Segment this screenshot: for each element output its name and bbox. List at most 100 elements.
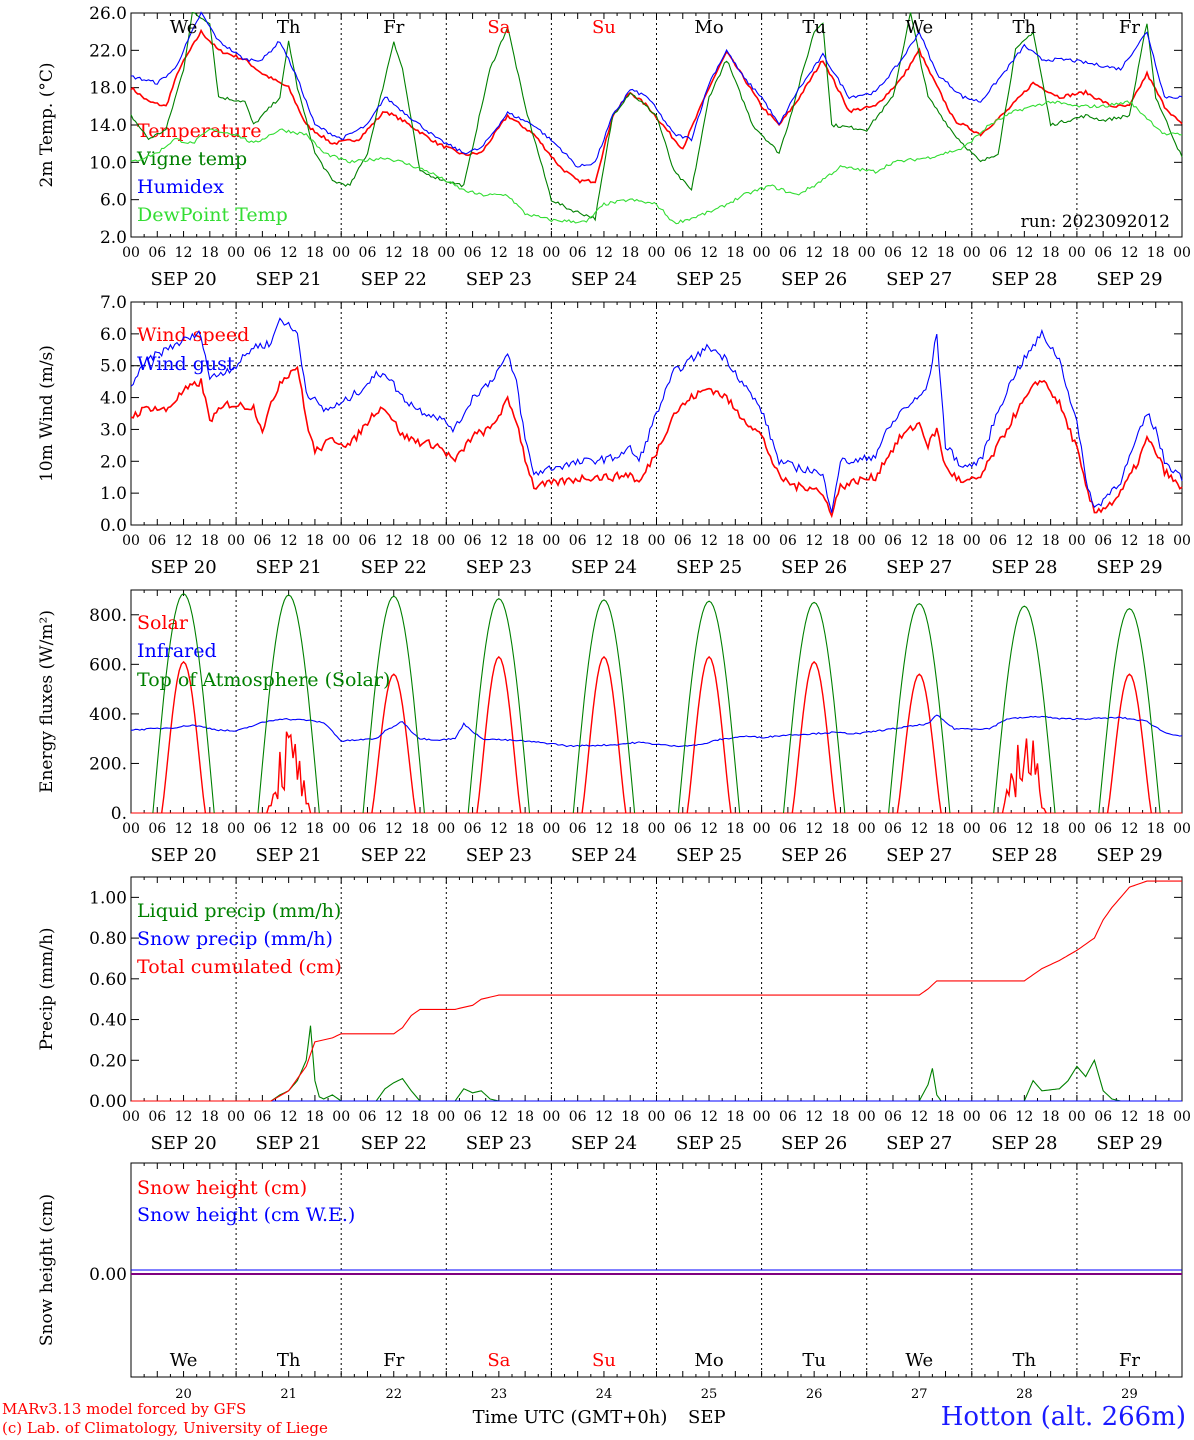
hour-tick-label: 12 [1015, 245, 1033, 261]
hour-tick-label: 12 [280, 245, 298, 261]
date-label: SEP 26 [781, 557, 847, 578]
legend-entry: Top of Atmosphere (Solar) [137, 669, 390, 691]
y-tick-label: 200. [89, 754, 127, 774]
hour-tick-label: 18 [1147, 821, 1165, 837]
date-label: SEP 23 [466, 1133, 532, 1154]
hour-tick-label: 18 [201, 1109, 219, 1125]
hour-tick-label: 12 [1121, 1109, 1139, 1125]
y-tick-label: 400. [89, 705, 127, 725]
weekday-label: Tu [802, 1350, 826, 1371]
hour-tick-label: 00 [858, 1109, 876, 1125]
date-label: SEP 22 [361, 557, 427, 578]
date-label: SEP 25 [676, 269, 742, 290]
hour-tick-label: 18 [937, 821, 955, 837]
hour-tick-label: 00 [963, 821, 981, 837]
hour-tick-label: 18 [201, 245, 219, 261]
hour-tick-label: 06 [674, 821, 692, 837]
legend-entry: Infrared [137, 640, 217, 662]
y-tick-label: 6.0 [100, 191, 127, 211]
y-tick-label: 18.0 [89, 79, 127, 99]
hour-tick-label: 06 [359, 533, 377, 549]
hour-tick-label: 06 [884, 245, 902, 261]
hour-tick-label: 18 [201, 533, 219, 549]
hour-tick-label: 12 [490, 245, 508, 261]
hour-tick-label: 06 [569, 533, 587, 549]
date-label: SEP 26 [781, 1133, 847, 1154]
date-label: SEP 21 [256, 1133, 322, 1154]
hour-tick-label: 12 [1015, 533, 1033, 549]
series-line [130, 317, 1183, 513]
weekday-label: Th [277, 17, 301, 38]
hour-tick-label: 18 [411, 245, 429, 261]
hour-tick-label: 00 [963, 245, 981, 261]
hour-tick-label: 06 [1094, 533, 1112, 549]
date-label: SEP 22 [361, 1133, 427, 1154]
y-tick-label: 0.60 [89, 970, 127, 990]
hour-tick-label: 12 [280, 1109, 298, 1125]
date-label: SEP 26 [781, 269, 847, 290]
hour-tick-label: 00 [1173, 533, 1191, 549]
date-label: SEP 24 [571, 269, 637, 290]
hour-tick-label: 18 [937, 245, 955, 261]
toa-solar-line [152, 593, 1161, 814]
legend-entry: Temperature [137, 120, 261, 142]
hour-tick-label: 18 [621, 533, 639, 549]
hour-tick-label: 00 [1068, 821, 1086, 837]
weekday-label: Su [592, 1350, 616, 1371]
series-line [130, 11, 1183, 222]
y-axis-label: 2m Temp. (°C) [37, 62, 57, 187]
hour-tick-label: 18 [621, 821, 639, 837]
y-tick-label: 0.40 [89, 1011, 127, 1031]
hour-tick-label: 00 [542, 1109, 560, 1125]
date-label: SEP 29 [1096, 845, 1162, 866]
hour-tick-label: 12 [385, 1109, 403, 1125]
y-tick-label: 3.0 [100, 420, 127, 440]
hour-tick-label: 12 [175, 533, 193, 549]
hour-tick-label: 00 [437, 821, 455, 837]
hour-tick-label: 12 [700, 533, 718, 549]
weekday-label: We [170, 17, 198, 38]
y-axis-label: Snow height (cm) [37, 1194, 57, 1346]
hour-tick-label: 06 [779, 245, 797, 261]
hour-tick-label: 12 [280, 533, 298, 549]
hour-tick-label: 00 [332, 533, 350, 549]
date-number-label: 24 [596, 1387, 613, 1402]
date-label: SEP 21 [256, 269, 322, 290]
hour-tick-label: 18 [1042, 1109, 1060, 1125]
date-label: SEP 24 [571, 557, 637, 578]
hour-tick-label: 12 [490, 533, 508, 549]
date-label: SEP 29 [1096, 1133, 1162, 1154]
hour-tick-label: 12 [1121, 533, 1139, 549]
hour-tick-label: 00 [542, 821, 560, 837]
y-tick-label: 1.0 [100, 484, 127, 504]
y-tick-label: 0.20 [89, 1051, 127, 1071]
legend-entry: Liquid precip (mm/h) [137, 900, 341, 922]
hour-tick-label: 18 [832, 245, 850, 261]
hour-tick-label: 12 [385, 533, 403, 549]
y-tick-label: 800. [89, 606, 127, 626]
hour-tick-label: 06 [884, 533, 902, 549]
hour-tick-label: 18 [306, 1109, 324, 1125]
hour-tick-label: 00 [122, 533, 140, 549]
hour-tick-label: 12 [175, 1109, 193, 1125]
hour-tick-label: 12 [1121, 245, 1139, 261]
credit-lab-text: (c) Lab. of Climatology, University of L… [2, 1419, 328, 1437]
hour-tick-label: 06 [148, 1109, 166, 1125]
hour-tick-label: 06 [148, 533, 166, 549]
hour-tick-label: 00 [437, 1109, 455, 1125]
series-line [130, 28, 1183, 184]
date-label: SEP 29 [1096, 557, 1162, 578]
hour-tick-label: 00 [1068, 533, 1086, 549]
weekday-label: Sa [487, 17, 510, 38]
hour-tick-label: 18 [1042, 245, 1060, 261]
hour-tick-label: 00 [332, 245, 350, 261]
hour-tick-label: 18 [937, 533, 955, 549]
weekday-label: Tu [802, 17, 826, 38]
hour-tick-label: 00 [542, 245, 560, 261]
date-label: SEP 22 [361, 845, 427, 866]
date-label: SEP 25 [676, 1133, 742, 1154]
hour-tick-label: 06 [464, 821, 482, 837]
hour-tick-label: 18 [1147, 533, 1165, 549]
hour-tick-label: 06 [674, 245, 692, 261]
